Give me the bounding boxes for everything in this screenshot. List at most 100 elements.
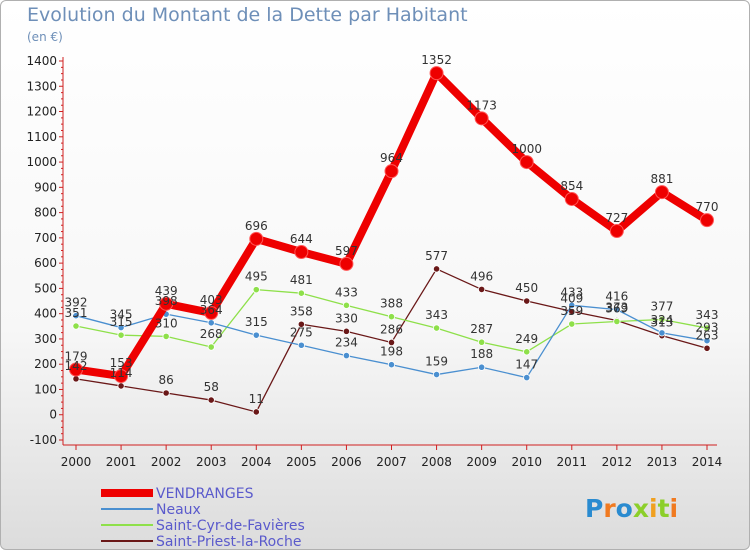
data-point — [568, 320, 576, 328]
data-label: 147 — [515, 358, 538, 372]
data-point — [700, 213, 714, 228]
data-label: 159 — [425, 355, 448, 369]
data-point — [432, 265, 441, 273]
y-tick-label: 600 — [34, 256, 57, 270]
data-point — [117, 323, 125, 332]
data-point — [204, 305, 219, 320]
data-point — [703, 344, 711, 352]
y-tick-label: 1200 — [26, 105, 57, 119]
data-label: 234 — [335, 336, 358, 350]
data-point — [69, 362, 83, 377]
data-label: 416 — [605, 290, 628, 304]
x-tick-label: 2012 — [602, 455, 633, 469]
data-label: 142 — [65, 359, 88, 373]
legend-label: Neaux — [156, 502, 201, 518]
data-label: 495 — [245, 270, 268, 284]
data-point — [297, 341, 305, 349]
data-label: 854 — [560, 179, 583, 193]
data-point — [519, 155, 534, 170]
data-point — [159, 296, 174, 311]
data-point — [207, 396, 215, 404]
x-tick-label: 2013 — [647, 455, 678, 469]
data-label: 433 — [560, 285, 583, 299]
data-point — [658, 329, 666, 337]
data-point — [523, 297, 531, 305]
legend-label: Saint-Cyr-de-Favières — [156, 518, 305, 534]
data-point — [432, 370, 441, 379]
data-point — [72, 322, 80, 330]
data-label: 597 — [335, 244, 358, 258]
x-tick-label: 2002 — [151, 455, 182, 469]
data-label: 286 — [380, 322, 403, 336]
x-tick-label: 2007 — [376, 455, 407, 469]
data-point — [613, 306, 621, 314]
y-tick-label: 1400 — [26, 54, 57, 68]
data-label: 1352 — [421, 53, 452, 67]
data-label: 58 — [204, 380, 219, 394]
y-tick-label: 200 — [34, 357, 57, 371]
data-label: 114 — [110, 366, 133, 380]
y-tick-label: 1000 — [26, 155, 57, 169]
data-point — [478, 338, 486, 346]
data-point — [523, 348, 531, 356]
data-point — [252, 408, 260, 416]
data-label: 293 — [696, 321, 719, 335]
data-label: 330 — [335, 311, 358, 325]
x-tick-label: 2004 — [241, 455, 272, 469]
data-point — [609, 224, 624, 239]
legend-label: VENDRANGES — [156, 486, 254, 502]
data-point — [117, 382, 125, 390]
data-point — [252, 286, 260, 294]
x-tick-label: 2009 — [466, 455, 497, 469]
data-label: 439 — [155, 284, 178, 298]
data-point — [429, 66, 444, 81]
data-point — [249, 231, 264, 246]
data-label: 249 — [515, 332, 538, 346]
data-label: 11 — [249, 392, 264, 406]
unit-label: (en €) — [27, 30, 63, 44]
data-point — [339, 256, 354, 271]
data-point — [564, 191, 579, 206]
x-tick-label: 2011 — [557, 455, 588, 469]
data-point — [387, 313, 396, 321]
data-point — [162, 389, 170, 397]
data-label: 369 — [605, 301, 628, 315]
y-tick-label: 700 — [34, 231, 57, 245]
data-label: 315 — [110, 315, 133, 329]
y-tick-label: 1300 — [26, 79, 57, 93]
data-point — [654, 185, 669, 200]
data-label: 345 — [110, 308, 133, 322]
data-label: 310 — [155, 316, 178, 330]
y-tick-label: -100 — [30, 433, 57, 447]
proxiti-logo: Proxiti — [585, 494, 678, 523]
data-label: 577 — [425, 249, 448, 263]
y-tick-label: 400 — [34, 307, 57, 321]
y-tick-label: 800 — [34, 206, 57, 220]
data-point — [294, 245, 309, 260]
data-label: 313 — [650, 316, 673, 330]
data-point — [114, 369, 129, 384]
data-label: 644 — [290, 232, 313, 246]
data-label: 275 — [290, 325, 313, 339]
y-tick-label: 500 — [34, 281, 57, 295]
x-tick-label: 2003 — [196, 455, 227, 469]
x-tick-label: 2006 — [331, 455, 362, 469]
data-point — [207, 319, 215, 327]
data-label: 403 — [200, 293, 223, 307]
data-point — [342, 301, 351, 309]
data-point — [387, 361, 396, 369]
data-point — [252, 331, 260, 339]
data-point — [342, 352, 351, 360]
data-point — [523, 373, 531, 382]
data-label: 373 — [605, 300, 628, 314]
x-tick-label: 2014 — [692, 455, 723, 469]
proxiti-logo-text: Proxiti — [585, 494, 678, 523]
data-label: 964 — [380, 151, 403, 165]
data-label: 377 — [650, 299, 673, 313]
data-label: 481 — [290, 273, 313, 287]
data-label: 409 — [560, 291, 583, 305]
data-point — [658, 315, 666, 324]
data-label: 770 — [696, 200, 719, 214]
